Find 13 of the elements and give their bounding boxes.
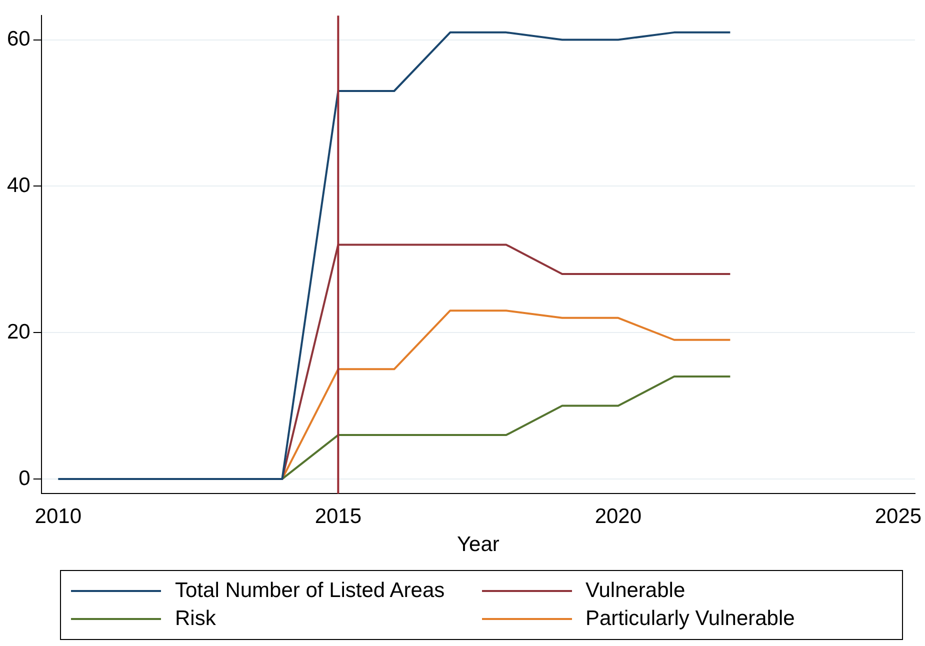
y-tick-label: 40 <box>7 174 30 197</box>
legend-label: Risk <box>175 607 216 631</box>
x-tick-label: 2020 <box>594 504 642 528</box>
x-tick-label: 2010 <box>34 504 82 528</box>
legend-label: Particularly Vulnerable <box>586 607 795 631</box>
y-tick-label: 20 <box>7 320 30 344</box>
y-tick-label: 0 <box>18 466 30 490</box>
x-tick-label: 2015 <box>314 504 362 528</box>
x-tick-label: 2025 <box>874 504 922 528</box>
x-axis-title: Year <box>456 533 500 556</box>
legend-label: Vulnerable <box>586 579 686 603</box>
legend-label: Total Number of Listed Areas <box>175 579 445 603</box>
y-tick-label: 60 <box>7 28 30 51</box>
